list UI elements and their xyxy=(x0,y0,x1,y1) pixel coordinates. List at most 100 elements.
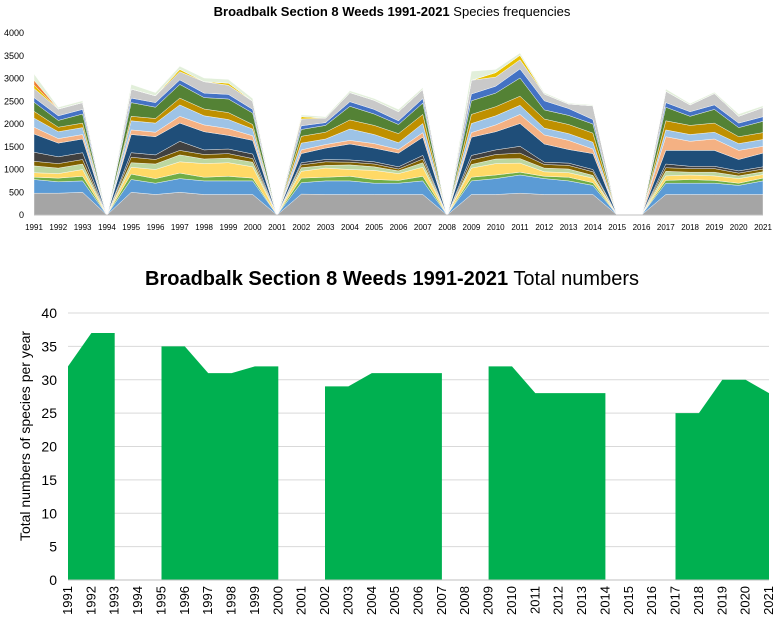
chart1-x-tick-label: 2018 xyxy=(681,223,699,232)
chart1-x-tick-label: 2009 xyxy=(463,223,481,232)
chart1-x-tick-label: 2003 xyxy=(317,223,335,232)
chart1-x-tick-label: 2012 xyxy=(535,223,553,232)
species-series-area-5 xyxy=(33,154,764,216)
chart1-y-tick-label: 0 xyxy=(19,210,24,220)
chart1-x-tick-label: 1991 xyxy=(25,223,43,232)
chart1-y-tick-label: 1500 xyxy=(4,142,24,152)
chart2-y-tick-label: 15 xyxy=(41,472,57,488)
total-numbers-area-segment-1 xyxy=(68,333,115,580)
chart2-x-tick-label: 2007 xyxy=(434,586,449,615)
chart2-x-tick-label: 2013 xyxy=(574,586,589,615)
species-series-area-10 xyxy=(33,104,764,216)
chart2-title: Broadbalk Section 8 Weeds 1991-2021 Tota… xyxy=(0,268,784,291)
chart1-x-tick-label: 2019 xyxy=(706,223,724,232)
chart2-x-tick-label: 2011 xyxy=(527,586,542,614)
chart2-y-tick-label: 10 xyxy=(41,505,57,521)
chart2-x-tick-label: 1991 xyxy=(60,586,75,615)
chart1-x-tick-label: 2011 xyxy=(511,223,529,232)
chart1-y-tick-label: 3000 xyxy=(4,74,24,84)
chart2-x-tick-label: 2000 xyxy=(270,586,285,615)
chart1-x-tick-label: 2010 xyxy=(487,223,505,232)
chart1-x-tick-label: 1995 xyxy=(122,223,140,232)
chart1-x-tick-label: 2016 xyxy=(633,223,651,232)
chart2-x-tick-label: 2014 xyxy=(597,586,612,615)
chart2-y-tick-label: 20 xyxy=(41,439,57,455)
species-series-area-14 xyxy=(33,59,764,216)
chart2-x-tick-label: 1998 xyxy=(224,586,239,615)
chart2-x-tick-label: 2020 xyxy=(738,586,753,615)
chart2-x-tick-label: 1992 xyxy=(83,586,98,615)
chart2-y-tick-label: 25 xyxy=(41,405,57,421)
chart2-y-tick-label: 5 xyxy=(49,539,57,555)
chart2-x-tick-label: 1996 xyxy=(177,586,192,615)
total-numbers-area-segment-3 xyxy=(325,373,442,580)
chart1-x-tick-label: 1996 xyxy=(147,223,165,232)
chart1-y-tick-label: 1000 xyxy=(4,165,24,175)
chart1-y-tick-label: 500 xyxy=(9,187,24,197)
species-series-area-12 xyxy=(33,77,764,216)
chart2-x-tick-label: 1997 xyxy=(200,586,215,615)
chart1-title-regular: Species frequencies xyxy=(453,4,571,19)
chart1-x-tick-label: 2017 xyxy=(657,223,675,232)
chart2-x-tick-label: 2019 xyxy=(714,586,729,615)
chart2-x-tick-label: 2009 xyxy=(481,586,496,615)
chart2-title-regular: Total numbers xyxy=(513,268,639,290)
chart2-title-bold: Broadbalk Section 8 Weeds 1991-2021 xyxy=(145,268,509,290)
chart1-x-tick-label: 2015 xyxy=(608,223,626,232)
chart2-x-tick-label: 2010 xyxy=(504,586,519,615)
chart1-x-tick-label: 1998 xyxy=(195,223,213,232)
chart2-x-tick-label: 2021 xyxy=(761,586,776,615)
chart2-x-tick-label: 2006 xyxy=(411,586,426,615)
chart1-title-bold: Broadbalk Section 8 Weeds 1991-2021 xyxy=(213,4,450,19)
chart1-title: Broadbalk Section 8 Weeds 1991-2021 Spec… xyxy=(0,4,784,19)
species-series-area-8 xyxy=(33,122,764,216)
chart1-x-tick-label: 1999 xyxy=(220,223,238,232)
chart1-x-tick-label: 1997 xyxy=(171,223,189,232)
chart2-x-tick-label: 2017 xyxy=(668,586,683,615)
chart1-x-tick-label: 1993 xyxy=(74,223,92,232)
chart2-x-tick-label: 2018 xyxy=(691,586,706,615)
species-series-area-1 xyxy=(33,192,764,216)
chart1-x-tick-label: 2021 xyxy=(754,223,772,232)
chart2-x-tick-label: 1999 xyxy=(247,586,262,615)
chart1-x-tick-label: 2008 xyxy=(438,223,456,232)
chart2-y-tick-label: 35 xyxy=(41,338,57,354)
chart2-y-tick-label: 30 xyxy=(41,372,57,388)
chart1-x-tick-label: 2013 xyxy=(560,223,578,232)
species-series-area-17 xyxy=(33,52,764,216)
chart2-x-tick-label: 1995 xyxy=(154,586,169,615)
chart2-x-tick-label: 2008 xyxy=(457,586,472,615)
chart2-y-tick-label: 0 xyxy=(49,572,57,588)
chart2-x-tick-label: 2012 xyxy=(551,586,566,615)
total-numbers-area-segment-5 xyxy=(675,379,769,580)
chart2-x-tick-label: 2001 xyxy=(294,586,309,615)
chart2-x-tick-label: 2004 xyxy=(364,586,379,615)
chart1-x-tick-label: 2020 xyxy=(730,223,748,232)
chart2-x-tick-label: 2005 xyxy=(387,586,402,615)
species-series-area-16 xyxy=(33,55,764,216)
chart1-x-tick-label: 1994 xyxy=(98,223,116,232)
species-series-area-13 xyxy=(33,68,764,216)
total-numbers-area-segment-2 xyxy=(161,346,279,580)
species-series-area-11 xyxy=(33,95,764,216)
total-numbers-area-segment-4 xyxy=(488,366,606,580)
chart1-y-tick-label: 3500 xyxy=(4,51,24,61)
species-series-area-7 xyxy=(33,141,764,216)
chart1-x-tick-label: 1992 xyxy=(49,223,67,232)
chart2-x-tick-label: 1993 xyxy=(107,586,122,615)
chart1-x-tick-label: 2004 xyxy=(341,223,359,232)
chart1-x-tick-label: 2006 xyxy=(390,223,408,232)
species-series-area-2 xyxy=(33,174,764,216)
chart1-x-tick-label: 2000 xyxy=(244,223,262,232)
species-series-area-3 xyxy=(33,171,764,216)
chart1-x-tick-label: 2001 xyxy=(268,223,286,232)
chart1-x-tick-label: 2007 xyxy=(414,223,432,232)
chart1-y-tick-label: 4000 xyxy=(4,28,24,38)
chart2-x-tick-label: 2016 xyxy=(644,586,659,615)
chart2-y-tick-label: 40 xyxy=(41,305,57,321)
chart2-plot: 0 5 10 15 20 25 30 35 40 1991 1992 1993 1994 1995 1996… xyxy=(17,305,776,615)
chart2-x-tick-label: 2015 xyxy=(621,586,636,615)
species-series-area-6 xyxy=(33,150,764,216)
